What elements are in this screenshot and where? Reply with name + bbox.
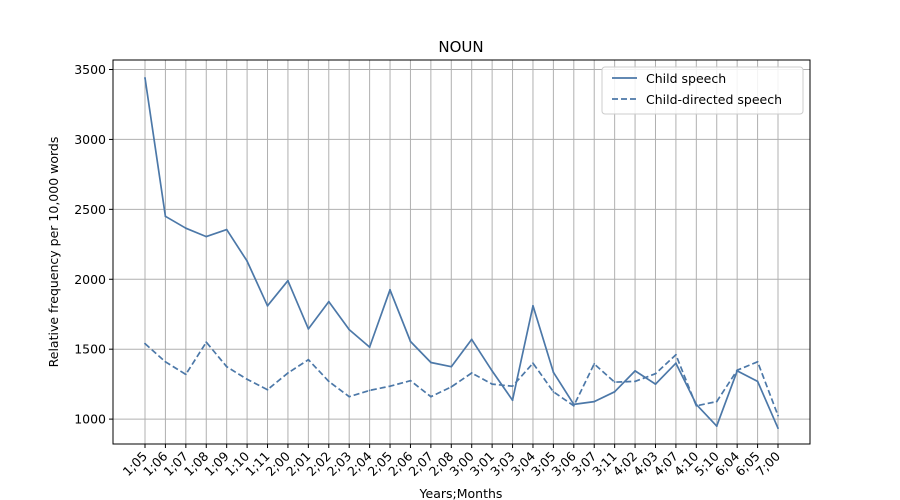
data-point <box>593 362 596 365</box>
data-point <box>675 362 677 365</box>
y-axis: 1000 1500 2000 2500 3000 3500 <box>74 62 113 427</box>
data-point <box>552 371 555 374</box>
data-point <box>511 385 514 388</box>
legend-box <box>601 66 804 115</box>
data-point <box>552 390 555 393</box>
x-axis-title: Years;Months <box>419 486 503 500</box>
data-point <box>144 76 146 79</box>
legend-label-child-speech: Child speech <box>646 71 726 86</box>
data-point <box>715 400 718 403</box>
data-point <box>756 380 759 383</box>
data-point <box>654 372 657 375</box>
data-point <box>246 378 248 381</box>
data-point <box>409 340 412 343</box>
data-point <box>491 369 494 372</box>
data-point <box>246 260 248 262</box>
x-tick-label: 7;00 <box>753 448 783 478</box>
data-point <box>409 379 412 382</box>
data-point <box>429 361 432 364</box>
data-point <box>327 380 330 383</box>
data-point <box>736 369 739 372</box>
data-point <box>634 380 636 383</box>
data-point <box>205 235 208 238</box>
y-tick-label: 2000 <box>74 272 106 287</box>
data-point <box>205 341 208 344</box>
legend-label-child-directed-speech: Child-directed speech <box>646 92 782 107</box>
data-point <box>572 404 575 407</box>
legend: Child speech Child-directed speech <box>601 66 804 115</box>
data-point <box>307 358 310 361</box>
data-point <box>389 385 391 388</box>
data-point <box>715 425 718 428</box>
y-tick-label: 1000 <box>74 412 106 427</box>
data-point <box>450 386 453 388</box>
data-point <box>389 288 391 291</box>
y-tick-label: 1500 <box>74 342 106 357</box>
series-lines <box>144 76 779 430</box>
data-point <box>470 372 473 374</box>
data-point <box>777 427 779 430</box>
chart-title: NOUN <box>438 38 483 56</box>
data-point <box>327 300 330 303</box>
series-line-child-directed-speech <box>144 341 779 416</box>
data-point <box>225 365 228 368</box>
data-point <box>634 369 636 372</box>
data-point <box>348 395 351 398</box>
data-point <box>695 404 698 407</box>
plot-frame <box>112 59 811 445</box>
data-point <box>266 388 269 391</box>
data-point <box>164 360 167 363</box>
data-point <box>470 338 473 341</box>
data-point <box>613 390 616 393</box>
data-point <box>184 227 187 230</box>
data-point <box>450 365 453 368</box>
data-point <box>654 383 657 386</box>
data-point <box>184 373 187 376</box>
data-point <box>593 400 596 403</box>
data-point <box>613 381 616 383</box>
series-line-child-speech <box>144 77 779 429</box>
data-point <box>348 328 351 331</box>
data-point <box>225 228 228 231</box>
data-point <box>266 304 269 307</box>
y-tick-label: 2500 <box>74 202 106 217</box>
data-point <box>491 383 494 386</box>
data-point <box>777 414 779 417</box>
data-point <box>287 279 289 282</box>
data-point <box>368 346 371 348</box>
data-point <box>368 389 371 392</box>
grid <box>113 60 810 444</box>
data-point <box>307 328 310 330</box>
data-point <box>532 304 534 307</box>
data-point <box>756 360 759 363</box>
data-point <box>144 342 146 345</box>
y-tick-label: 3500 <box>74 62 106 77</box>
data-point <box>429 395 432 398</box>
y-axis-title: Relative frequency per 10,000 words <box>46 137 61 368</box>
y-tick-label: 3000 <box>74 132 106 147</box>
x-axis: 1;051;061;071;081;091;101;112;002;012;02… <box>120 444 783 479</box>
data-point <box>532 362 534 365</box>
data-point <box>675 353 677 356</box>
data-point <box>164 215 167 218</box>
data-point <box>511 399 514 402</box>
data-point <box>287 372 289 374</box>
